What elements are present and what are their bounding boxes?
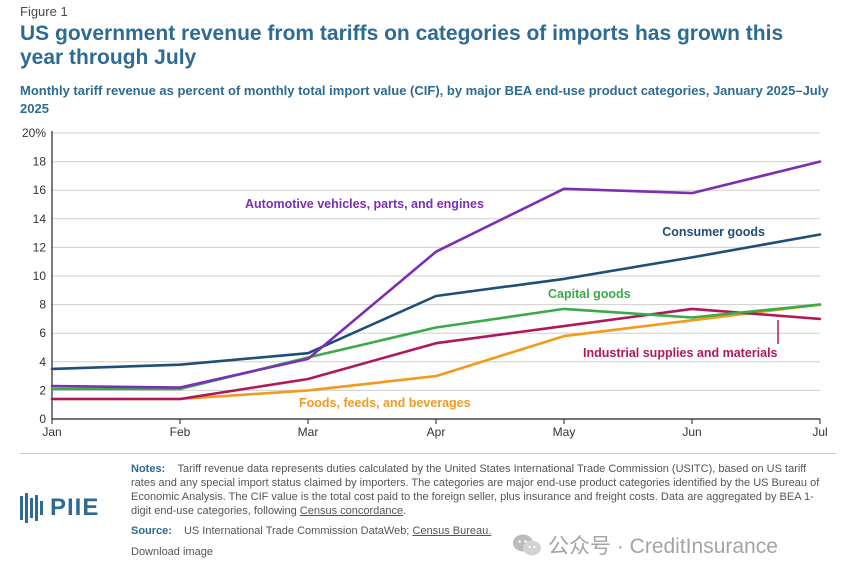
watermark-text: 公众号 · CreditInsurance	[548, 535, 778, 558]
y-tick-label: 6	[39, 326, 46, 340]
series-label: Consumer goods	[662, 225, 765, 239]
series-line	[50, 307, 822, 401]
x-tick-label: Jan	[42, 425, 61, 439]
piie-logo-icon	[20, 493, 43, 523]
x-tick-label: Jun	[682, 425, 701, 439]
x-tick-label: Jul	[812, 425, 827, 439]
series-label: Automotive vehicles, parts, and engines	[245, 197, 484, 211]
notes-label: Notes:	[131, 463, 166, 475]
chart-subtitle: Monthly tariff revenue as percent of mon…	[20, 83, 829, 116]
y-tick-label: 18	[33, 155, 47, 169]
y-tick-label: 14	[33, 212, 47, 226]
divider	[20, 453, 836, 454]
source-label: Source:	[131, 525, 172, 537]
x-tick-label: Apr	[427, 425, 446, 439]
census-bureau-link[interactable]: Census Bureau.	[412, 525, 492, 537]
series-line	[50, 303, 822, 391]
figure-label: Figure 1	[20, 4, 68, 19]
y-tick-label: 8	[39, 298, 46, 312]
download-image-link[interactable]: Download image	[131, 546, 213, 558]
series-label: Industrial supplies and materials	[583, 346, 778, 360]
y-tick-label: 4	[39, 355, 46, 369]
y-tick-label: 2	[39, 383, 46, 397]
wechat-icon	[513, 534, 541, 556]
y-tick-label: 0	[39, 412, 46, 426]
y-tick-label: 12	[33, 240, 47, 254]
y-tick-label: 20%	[22, 126, 46, 140]
watermark: 公众号 · CreditInsurance	[512, 530, 778, 560]
x-tick-label: Feb	[170, 425, 191, 439]
source-text: US International Trade Commission DataWe…	[183, 525, 410, 537]
series-line	[50, 233, 822, 371]
notes-end: .	[403, 505, 407, 517]
source: Source: US International Trade Commission…	[131, 525, 491, 537]
chart-title: US government revenue from tariffs on ca…	[20, 22, 784, 69]
logo-text: PIIE	[50, 494, 100, 521]
census-concordance-link[interactable]: Census concordance	[299, 505, 404, 517]
series-line	[50, 160, 822, 389]
notes-text: Tariff revenue data represents duties ca…	[131, 463, 820, 517]
x-tick-label: May	[553, 425, 576, 439]
series-label: Capital goods	[548, 287, 631, 301]
y-tick-label: 16	[33, 183, 47, 197]
piie-logo[interactable]: PIIE	[18, 493, 99, 523]
y-tick-label: 10	[33, 269, 47, 283]
notes: Notes: Tariff revenue data represents du…	[131, 462, 831, 518]
x-tick-label: Mar	[298, 425, 319, 439]
series-label: Foods, feeds, and beverages	[299, 396, 471, 410]
line-chart: 0 2 4 6 8 10 12 14 16 18 20% Jan Feb Mar Apr May Jun Jul A…	[22, 126, 828, 439]
